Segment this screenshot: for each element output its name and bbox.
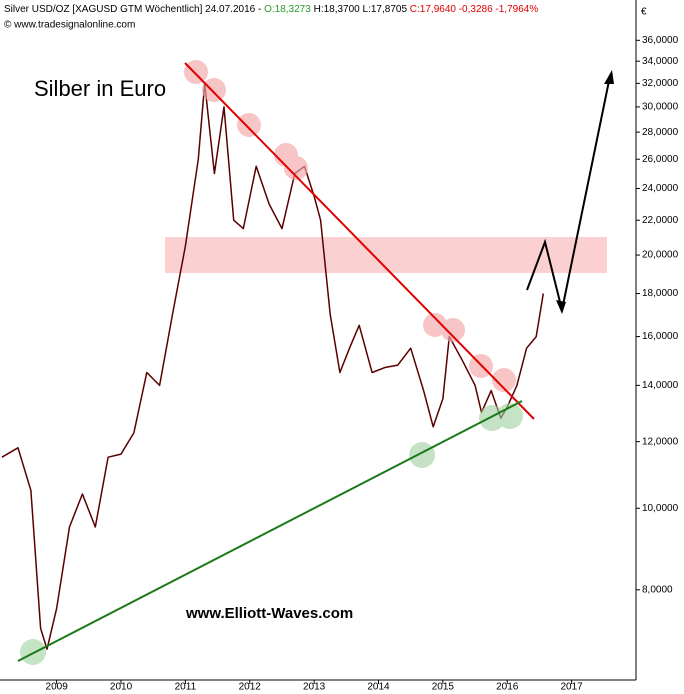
arrow-head bbox=[604, 70, 614, 84]
support-trendline bbox=[17, 400, 523, 662]
y-tick-label: 24,0000 bbox=[642, 183, 679, 194]
y-tick-label: 26,0000 bbox=[642, 154, 679, 165]
y-tick-label: 14,0000 bbox=[642, 380, 679, 391]
circle bbox=[423, 313, 447, 337]
header: Silver USD/OZ [XAGUSD GTM Wöchentlich] 2… bbox=[4, 4, 538, 15]
watermark: www.Elliott-Waves.com bbox=[185, 605, 353, 622]
y-tick-label: 32,0000 bbox=[642, 78, 679, 89]
y-tick-label: 8,0000 bbox=[642, 584, 673, 595]
x-tick-label: 2009 bbox=[46, 682, 69, 693]
currency: € bbox=[641, 7, 647, 18]
open: O:18,3273 bbox=[264, 4, 311, 15]
x-tick-label: 2010 bbox=[110, 682, 133, 693]
forecast-path bbox=[526, 75, 611, 311]
x-tick-label: 2011 bbox=[175, 682, 197, 693]
annotations bbox=[17, 60, 614, 665]
x-tick-label: 2017 bbox=[561, 682, 584, 693]
circle bbox=[202, 78, 226, 102]
y-tick-label: 34,0000 bbox=[642, 56, 679, 67]
circle bbox=[284, 156, 308, 180]
circle bbox=[237, 113, 261, 137]
circle bbox=[492, 368, 516, 392]
x-tick-label: 2015 bbox=[432, 682, 455, 693]
resistance-trendline bbox=[184, 62, 535, 420]
y-tick-label: 28,0000 bbox=[642, 127, 679, 138]
circle bbox=[441, 318, 465, 342]
y-tick-label: 36,0000 bbox=[642, 35, 679, 46]
x-tick-label: 2016 bbox=[496, 682, 519, 693]
chart-title: Silber in Euro bbox=[34, 76, 166, 101]
x-tick-label: 2012 bbox=[239, 682, 262, 693]
arrow-head bbox=[556, 300, 566, 314]
x-tick-label: 2013 bbox=[303, 682, 326, 693]
y-tick-label: 22,0000 bbox=[642, 215, 679, 226]
high-low: H:18,3700 L:17,8705 bbox=[314, 4, 408, 15]
source: © www.tradesignalonline.com bbox=[4, 20, 135, 31]
instrument: Silver USD/OZ [XAGUSD GTM Wöchentlich] 2… bbox=[4, 4, 261, 15]
close: C:17,9640 -0,3286 -1,7964% bbox=[410, 4, 539, 15]
y-tick-label: 12,0000 bbox=[642, 436, 679, 447]
y-tick-label: 10,0000 bbox=[642, 503, 679, 514]
y-tick-label: 30,0000 bbox=[642, 102, 679, 113]
y-tick-label: 20,0000 bbox=[642, 250, 679, 261]
circle bbox=[409, 442, 435, 468]
circle bbox=[184, 60, 208, 84]
circle bbox=[20, 639, 46, 665]
x-tick-label: 2014 bbox=[367, 682, 390, 693]
y-tick-label: 16,0000 bbox=[642, 331, 679, 342]
y-tick-label: 18,0000 bbox=[642, 288, 679, 299]
